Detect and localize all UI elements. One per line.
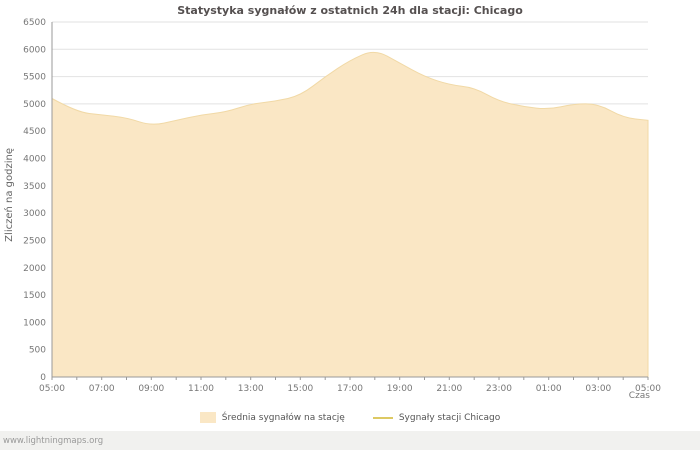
legend-item-station-signals: Sygnały stacji Chicago [372, 412, 501, 423]
y-axis-title: Zliczeń na godzinę [4, 148, 15, 242]
x-axis-title: Czas [628, 391, 650, 401]
x-tick-label: 05:00 [39, 384, 65, 394]
y-tick-label: 1500 [23, 291, 46, 301]
x-tick-label: 05:00 [635, 384, 661, 394]
x-tick-label: 01:00 [536, 384, 562, 394]
watermark-bar: www.lightningmaps.org [0, 431, 700, 450]
x-tick-label: 03:00 [585, 384, 611, 394]
y-tick-label: 6500 [23, 18, 46, 28]
y-tick-label: 4500 [23, 127, 46, 137]
legend: Średnia sygnałów na stację Sygnały stacj… [0, 412, 700, 423]
x-tick-label: 21:00 [436, 384, 462, 394]
chart-title: Statystyka sygnałów z ostatnich 24h dla … [177, 4, 523, 17]
y-tick-label: 2000 [23, 264, 46, 274]
watermark-text: www.lightningmaps.org [3, 435, 104, 446]
y-tick-label: 2500 [23, 237, 46, 247]
legend-swatch-area [199, 412, 216, 423]
x-tick-label: 15:00 [287, 384, 313, 394]
y-tick-label: 0 [40, 373, 46, 383]
y-tick-label: 5000 [23, 100, 46, 110]
y-tick-label: 5500 [23, 73, 46, 83]
legend-swatch-line [372, 416, 393, 419]
legend-label-mean-signals: Średnia sygnałów na stację [221, 412, 345, 423]
legend-item-mean-signals: Średnia sygnałów na stację [199, 412, 345, 423]
x-tick-label: 17:00 [337, 384, 363, 394]
x-tick-label: 07:00 [89, 384, 115, 394]
x-tick-label: 13:00 [238, 384, 264, 394]
x-tick-label: 23:00 [486, 384, 512, 394]
x-tick-label: 09:00 [138, 384, 164, 394]
x-tick-label: 19:00 [387, 384, 413, 394]
y-tick-label: 3500 [23, 182, 46, 192]
y-tick-label: 6000 [23, 45, 46, 55]
y-tick-label: 3000 [23, 209, 46, 219]
y-tick-label: 4000 [23, 155, 46, 165]
x-tick-label: 11:00 [188, 384, 214, 394]
y-tick-label: 500 [29, 346, 46, 356]
y-tick-label: 1000 [23, 318, 46, 328]
legend-label-station-signals: Sygnały stacji Chicago [398, 412, 501, 423]
series-area-mean-signals [51, 51, 649, 378]
